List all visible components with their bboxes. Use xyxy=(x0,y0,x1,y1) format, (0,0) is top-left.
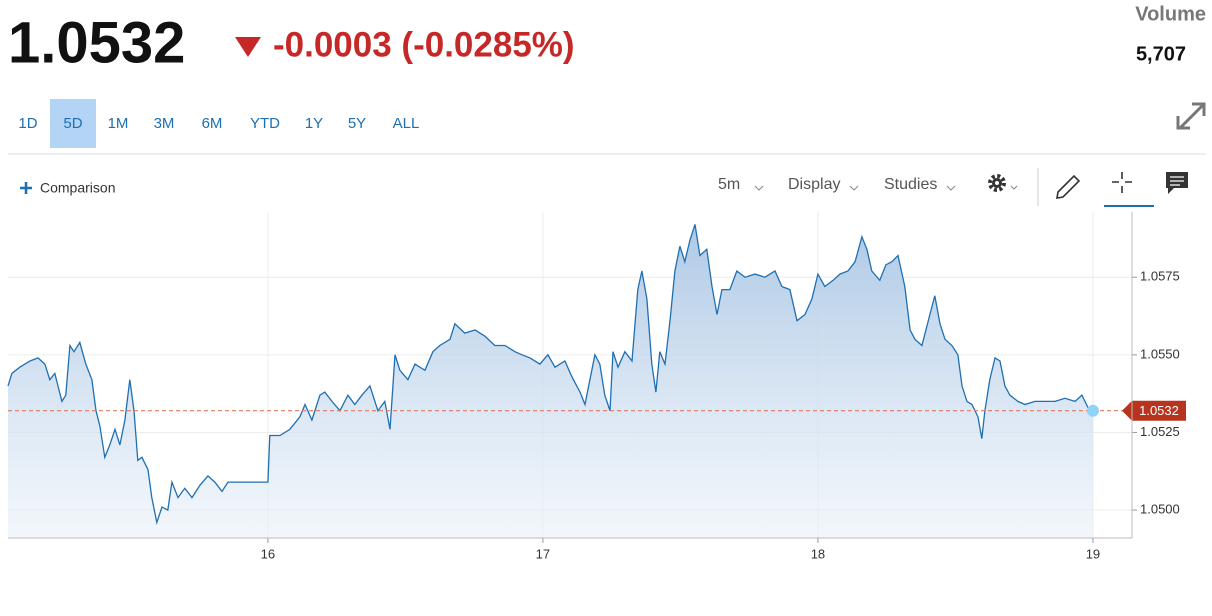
down-arrow xyxy=(235,37,261,57)
chart: 1.0500 1.0525 1.0550 1.0575 16 17 18 19 1.0532 xyxy=(7,212,1186,561)
price-change: -0.0003 (-0.0285%) xyxy=(273,25,575,64)
price: 1.0532 xyxy=(8,10,185,75)
expand-icon[interactable] xyxy=(1176,102,1206,130)
comparison-button[interactable]: Comparison xyxy=(40,180,115,196)
range-button[interactable]: 1Y xyxy=(305,115,323,132)
range-button[interactable]: 1D xyxy=(18,115,37,132)
plus-icon[interactable] xyxy=(20,182,32,194)
last-point xyxy=(1086,404,1099,417)
chevron xyxy=(946,185,956,191)
y-tick-label: 1.0500 xyxy=(1140,501,1180,516)
y-tick-label: 1.0525 xyxy=(1140,424,1180,439)
interval-menu[interactable]: 5m xyxy=(718,176,740,193)
draw-icon[interactable] xyxy=(1056,174,1081,199)
range-button[interactable]: 5D xyxy=(63,115,82,132)
range-button[interactable]: 3M xyxy=(154,115,175,132)
chevron xyxy=(754,185,764,191)
y-tick-label: 1.0575 xyxy=(1140,269,1180,284)
range-button[interactable]: YTD xyxy=(250,115,280,132)
y-tick-label: 1.0550 xyxy=(1140,346,1180,361)
area-fill xyxy=(8,224,1093,538)
comment-lines xyxy=(1170,176,1184,186)
x-tick-label: 19 xyxy=(1086,546,1100,561)
volume-label: Volume xyxy=(1135,3,1206,25)
crosshair-icon[interactable] xyxy=(1112,172,1132,193)
x-tick-label: 17 xyxy=(536,546,550,561)
range-button[interactable]: 1M xyxy=(108,115,129,132)
last-price-label: 1.0532 xyxy=(1139,403,1179,418)
range-button[interactable]: ALL xyxy=(393,115,420,132)
range-bar: 1D 5D 1M 3M 6M YTD 1Y 5Y ALL xyxy=(18,99,419,148)
range-button[interactable]: 5Y xyxy=(348,115,366,132)
display-menu[interactable]: Display xyxy=(788,176,840,193)
chevron xyxy=(849,185,859,191)
volume-value: 5,707 xyxy=(1136,43,1186,65)
settings-icon[interactable] xyxy=(988,174,1018,192)
x-tick-label: 18 xyxy=(811,546,825,561)
last-price-tag xyxy=(1122,400,1186,421)
price-line xyxy=(7,224,1094,526)
range-selected-bg xyxy=(50,99,96,148)
x-tick-label: 16 xyxy=(261,546,275,561)
studies-menu[interactable]: Studies xyxy=(884,176,937,193)
range-button[interactable]: 6M xyxy=(202,115,223,132)
comment-icon[interactable] xyxy=(1166,172,1188,194)
